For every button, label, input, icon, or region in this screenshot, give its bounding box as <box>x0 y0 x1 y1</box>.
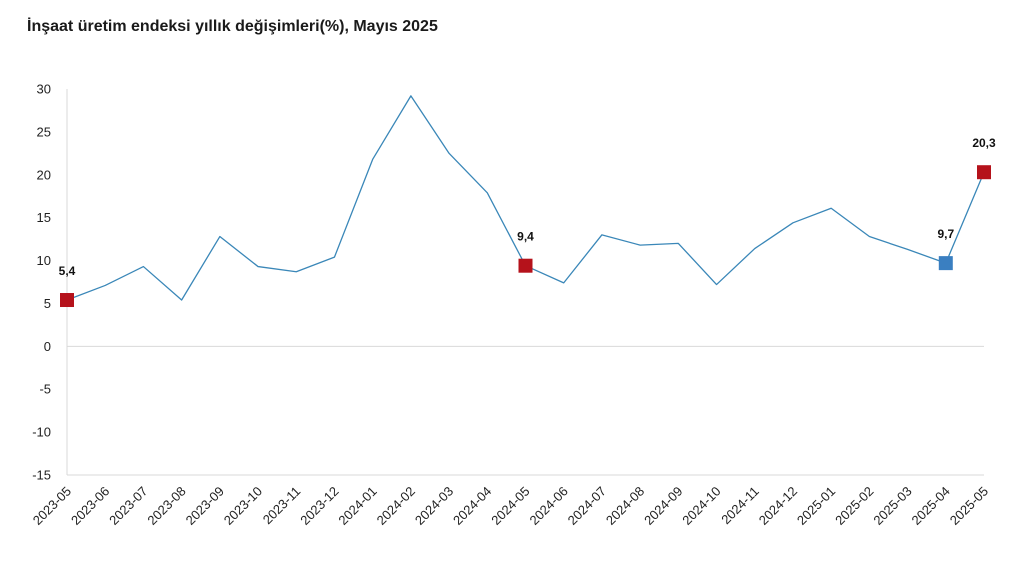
x-tick-label: 2024-12 <box>756 484 800 528</box>
x-tick-label: 2024-03 <box>412 484 456 528</box>
data-point <box>830 207 832 209</box>
x-tick-label: 2023-06 <box>68 484 112 528</box>
x-tick-label: 2023-12 <box>297 484 341 528</box>
data-label: 9,7 <box>937 227 954 241</box>
x-tick-label: 2024-01 <box>335 484 379 528</box>
x-tick-label: 2024-02 <box>374 484 418 528</box>
y-tick-label: 10 <box>37 253 51 268</box>
y-tick-label: -5 <box>39 382 51 397</box>
data-point <box>716 284 718 286</box>
data-point <box>486 192 488 194</box>
data-point <box>181 299 183 301</box>
data-point <box>219 236 221 238</box>
x-tick-label: 2023-07 <box>106 484 150 528</box>
data-point <box>639 244 641 246</box>
data-point <box>143 266 145 268</box>
data-point <box>410 95 412 97</box>
y-tick-label: 20 <box>37 167 51 182</box>
y-tick-label: -10 <box>32 425 51 440</box>
x-tick-label: 2023-10 <box>221 484 265 528</box>
data-point <box>104 285 106 287</box>
data-point <box>563 282 565 284</box>
x-tick-label: 2025-03 <box>870 484 914 528</box>
data-point <box>601 234 603 236</box>
x-tick-label: 2024-06 <box>526 484 570 528</box>
data-point <box>869 236 871 238</box>
data-point <box>678 243 680 245</box>
data-label: 9,4 <box>517 230 534 244</box>
y-tick-label: 0 <box>44 339 51 354</box>
x-tick-label: 2023-08 <box>144 484 188 528</box>
highlight-marker <box>60 293 74 308</box>
x-tick-label: 2024-09 <box>641 484 685 528</box>
y-tick-label: 25 <box>37 124 51 139</box>
x-tick-label: 2024-08 <box>603 484 647 528</box>
y-tick-label: 5 <box>44 296 51 311</box>
highlighted-markers <box>60 165 991 308</box>
y-axis-ticks: 30 25 20 15 10 5 0 -5 -10 -15 <box>32 82 51 483</box>
data-point <box>792 222 794 224</box>
x-tick-label: 2023-11 <box>260 484 304 528</box>
highlight-marker <box>518 258 533 273</box>
data-point <box>754 248 756 250</box>
data-point <box>448 153 450 155</box>
x-tick-label: 2024-10 <box>679 484 723 528</box>
x-tick-label: 2024-04 <box>450 484 494 528</box>
x-axis-ticks: 2023-052023-062023-072023-082023-092023-… <box>30 484 991 528</box>
x-tick-label: 2025-05 <box>947 484 991 528</box>
y-tick-label: 30 <box>37 82 51 97</box>
x-tick-label: 2024-11 <box>718 484 762 528</box>
x-tick-label: 2025-02 <box>832 484 876 528</box>
x-tick-label: 2024-07 <box>565 484 609 528</box>
highlight-marker <box>977 165 991 180</box>
chart-axes <box>66 89 984 476</box>
data-point <box>257 266 259 268</box>
highlight-marker <box>938 256 953 271</box>
data-point <box>334 256 336 258</box>
x-tick-label: 2023-05 <box>30 484 74 528</box>
data-label: 20,3 <box>972 136 996 150</box>
data-label: 5,4 <box>59 264 76 278</box>
y-tick-label: -15 <box>32 468 51 483</box>
data-labels: 5,4 9,4 9,7 20,3 <box>59 136 996 278</box>
x-tick-label: 2025-04 <box>909 484 953 528</box>
data-point <box>295 271 297 273</box>
x-tick-label: 2023-09 <box>183 484 227 528</box>
data-point <box>907 249 909 251</box>
chart-title: İnşaat üretim endeksi yıllık değişimleri… <box>27 18 438 35</box>
x-tick-label: 2025-01 <box>794 484 838 528</box>
y-tick-label: 15 <box>37 210 51 225</box>
x-tick-label: 2024-05 <box>488 484 532 528</box>
data-point <box>372 159 374 161</box>
